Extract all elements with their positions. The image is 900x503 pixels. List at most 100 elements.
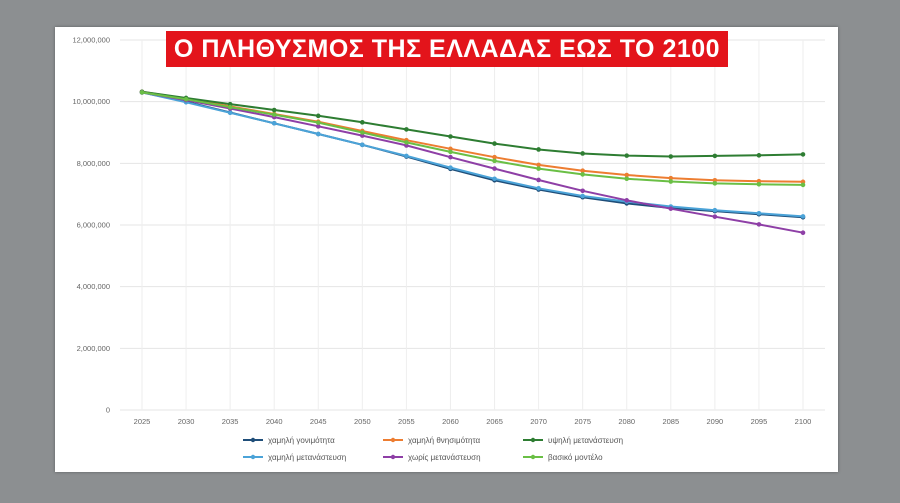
x-tick-label: 2055 [398, 417, 415, 426]
y-tick-label: 2,000,000 [77, 344, 110, 353]
data-point [800, 152, 806, 157]
data-point [624, 198, 630, 203]
x-axis-ticks: 2025 2030 2035 2040 2045 2050 2055 2060 2065 2070… [134, 417, 812, 426]
data-point [448, 154, 453, 160]
data-point [315, 124, 321, 129]
data-point [580, 193, 585, 199]
data-point [800, 230, 806, 236]
legend-label: χαμηλή θνησιμότητα [408, 436, 481, 445]
data-point [668, 154, 674, 159]
x-tick-label: 2075 [574, 417, 591, 426]
data-point [404, 127, 409, 132]
data-point [448, 134, 453, 139]
x-tick-label: 2045 [310, 417, 327, 426]
data-point [315, 113, 321, 119]
data-point [668, 206, 674, 211]
y-tick-label: 8,000,000 [77, 159, 110, 168]
legend-marker [390, 454, 396, 460]
data-point [492, 176, 497, 182]
data-point [139, 90, 145, 95]
data-point [800, 214, 806, 219]
data-point [360, 120, 365, 125]
x-tick-label: 2090 [707, 417, 724, 426]
data-point [227, 110, 233, 116]
data-point [492, 166, 497, 171]
data-point [580, 172, 585, 177]
legend-label: χωρίς μετανάστευση [408, 453, 481, 462]
data-point [756, 153, 762, 158]
data-point [360, 130, 365, 135]
legend-marker [250, 437, 256, 443]
data-point [315, 120, 321, 125]
series-line-4 [141, 91, 804, 234]
data-point [580, 168, 585, 174]
x-tick-label: 2080 [618, 417, 635, 426]
y-tick-label: 6,000,000 [77, 221, 110, 230]
data-point [756, 182, 762, 187]
data-point [536, 147, 541, 152]
series-lines [139, 89, 806, 236]
data-point [712, 181, 718, 186]
x-tick-label: 2070 [530, 417, 547, 426]
y-axis-ticks: 0 2,000,000 4,000,000 6,000,000 8,000,000 10,… [72, 36, 110, 415]
legend-marker [530, 454, 536, 460]
data-point [624, 176, 630, 182]
data-point [404, 140, 409, 145]
data-point [448, 149, 453, 155]
data-point [624, 172, 630, 178]
x-tick-label: 2060 [442, 417, 459, 426]
data-point [712, 207, 718, 213]
x-tick-label: 2100 [795, 417, 812, 426]
chart-title: Ο ΠΛΗΘΥΣΜΟΣ ΤΗΣ ΕΛΛΑΔΑΣ ΕΩΣ ΤΟ 2100 [166, 31, 728, 67]
data-point [536, 177, 541, 183]
data-point [712, 214, 718, 219]
data-point [536, 166, 541, 171]
legend: χαμηλή γονιμότητα χαμηλή θνησιμότητα υψηλή… [243, 436, 623, 462]
legend-marker [530, 437, 536, 443]
y-tick-label: 10,000,000 [72, 97, 110, 106]
data-point [271, 112, 277, 117]
legend-label: βασικό μοντέλο [548, 453, 603, 462]
data-point [800, 182, 806, 188]
data-point [536, 162, 541, 168]
data-point [271, 120, 277, 126]
data-point [183, 96, 189, 102]
y-tick-label: 0 [106, 406, 110, 415]
x-tick-label: 2040 [266, 417, 283, 426]
data-point [580, 188, 585, 194]
series-line-3 [141, 91, 804, 218]
y-tick-label: 12,000,000 [72, 36, 110, 45]
data-point [668, 179, 674, 184]
data-point [624, 153, 630, 158]
x-tick-label: 2095 [751, 417, 768, 426]
data-point [315, 131, 321, 137]
x-tick-label: 2085 [662, 417, 679, 426]
data-point [492, 154, 497, 160]
legend-marker [390, 437, 396, 443]
data-point [227, 104, 233, 110]
series-line-5 [141, 91, 804, 186]
data-point [448, 165, 453, 170]
x-tick-label: 2030 [178, 417, 195, 426]
data-point [492, 158, 497, 164]
data-point [756, 222, 762, 227]
data-point [580, 151, 585, 156]
data-point [492, 141, 497, 146]
data-point [271, 107, 277, 113]
data-point [756, 210, 762, 216]
legend-label: υψηλή μετανάστευση [548, 436, 623, 445]
x-tick-label: 2050 [354, 417, 371, 426]
legend-label: χαμηλή γονιμότητα [268, 436, 335, 445]
x-tick-label: 2025 [134, 417, 151, 426]
data-point [536, 186, 541, 191]
data-point [404, 153, 409, 159]
y-tick-label: 4,000,000 [77, 282, 110, 291]
x-tick-label: 2035 [222, 417, 239, 426]
series-line-2 [141, 90, 804, 158]
legend-label: χαμηλή μετανάστευση [268, 453, 346, 462]
grid [120, 39, 825, 411]
data-point [360, 142, 365, 148]
data-point [712, 153, 718, 159]
x-tick-label: 2065 [486, 417, 503, 426]
